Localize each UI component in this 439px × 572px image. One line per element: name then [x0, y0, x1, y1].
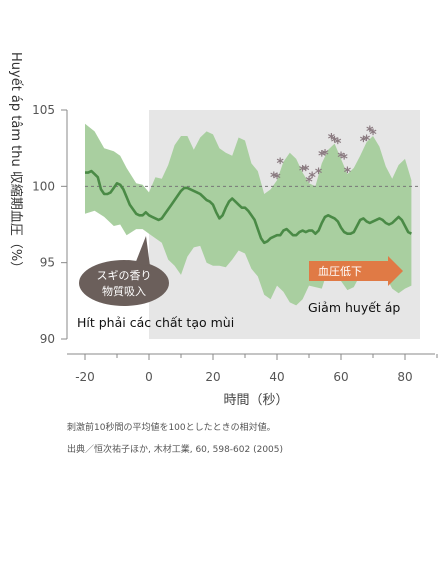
- significance-star: *: [270, 170, 278, 186]
- x-ticks: -20 0 20 40 60 80: [75, 354, 438, 384]
- sd-band: [85, 123, 412, 306]
- x-axis-title: 時間（秒）: [223, 393, 288, 408]
- significance-star: *: [305, 174, 313, 190]
- significance-star: *: [334, 136, 342, 152]
- significance-star: *: [299, 164, 307, 180]
- y-tick-label: 95: [40, 256, 55, 270]
- x-tick-label: 60: [333, 370, 348, 384]
- significance-star: *: [321, 148, 329, 164]
- significance-star: *: [315, 166, 323, 182]
- significance-star: *: [331, 135, 339, 151]
- x-tick-label: 0: [145, 370, 153, 384]
- significance-star: *: [309, 170, 317, 186]
- right-caption: Giảm huyết áp: [308, 300, 400, 315]
- note-relative-value: 刺激前10秒間の平均値を100としたときの相対値。: [67, 423, 276, 433]
- y-axis-title: Huyết áp tâm thu 収縮期血圧（%）: [8, 52, 24, 274]
- significance-star: *: [318, 148, 326, 164]
- significance-star: *: [341, 151, 349, 167]
- significance-star: *: [302, 163, 310, 179]
- y-tick-label: 105: [32, 103, 55, 117]
- bubble-line1: スギの香り: [97, 269, 152, 282]
- decrease-arrow: 血圧低下: [309, 256, 403, 286]
- significance-star: *: [363, 133, 371, 149]
- left-caption: Hít phải các chất tạo mùi: [77, 315, 234, 330]
- mean-line: [85, 169, 412, 245]
- significance-star: *: [344, 165, 352, 181]
- y-tick-label: 90: [40, 332, 55, 346]
- y-ticks: 90 95 100 105: [32, 103, 67, 346]
- arrow-label: 血圧低下: [318, 264, 362, 278]
- bubble-line2: 物質吸入: [102, 284, 146, 298]
- significance-star: *: [366, 124, 374, 140]
- x-tick-label: 20: [205, 370, 220, 384]
- significance-star: *: [337, 150, 345, 166]
- x-tick-label: 80: [397, 370, 412, 384]
- x-tick-label: 40: [269, 370, 284, 384]
- significance-star: *: [277, 156, 285, 172]
- y-tick-label: 100: [32, 179, 55, 193]
- x-tick-label: -20: [75, 370, 95, 384]
- significance-star: *: [369, 127, 377, 143]
- significance-star: *: [360, 134, 368, 150]
- significance-star: *: [328, 132, 336, 148]
- significance-marks: *** **** *************: [270, 124, 377, 190]
- inhalation-bubble: スギの香り 物質吸入: [79, 236, 169, 306]
- note-source: 出典／恒次祐子ほか, 木材工業, 60, 598-602 (2005): [67, 445, 284, 455]
- significance-star: *: [273, 171, 281, 187]
